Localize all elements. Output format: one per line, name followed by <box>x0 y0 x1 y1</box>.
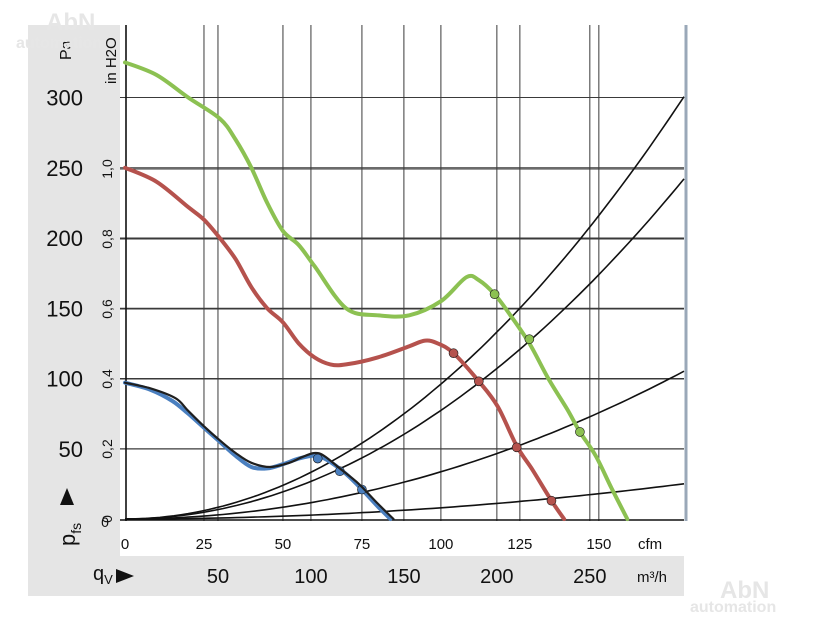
series-layer <box>123 60 630 521</box>
m3h-tick-label: 150 <box>387 566 420 588</box>
operating-point-marker <box>312 453 323 464</box>
watermark-top-left-sub: automation <box>16 35 102 52</box>
operating-point-marker <box>448 348 459 359</box>
bottom-axis-band <box>28 556 684 596</box>
pa-tick-label: 300 <box>46 86 83 111</box>
cfm-tick-label: 100 <box>428 536 453 553</box>
left-axis-band <box>28 25 120 596</box>
m3h-tick-label: 250 <box>573 566 606 588</box>
cfm-tick-label: 75 <box>354 536 371 553</box>
operating-point-marker <box>357 484 367 495</box>
pa-tick-label: 250 <box>46 156 83 181</box>
m3h-tick-label: 200 <box>480 566 513 588</box>
pa-tick-label: 150 <box>46 296 83 321</box>
inh2o-unit-label: in H2O <box>103 37 120 84</box>
operating-point-marker <box>575 427 585 437</box>
m3h-tick-label: 50 <box>207 566 229 588</box>
series-line-1 <box>123 60 630 521</box>
inh2o-tick-label: 0,6 <box>99 299 115 319</box>
pressure-symbol: pfs <box>55 523 84 546</box>
inh2o-tick-label: 1,0 <box>99 159 115 179</box>
operating-point-marker <box>524 334 535 344</box>
m3h-tick-label: 100 <box>294 566 327 588</box>
system-curves <box>124 96 685 520</box>
system-curve <box>125 483 685 520</box>
cfm-tick-label: 50 <box>275 536 292 553</box>
pa-tick-label: 50 <box>59 437 83 462</box>
pa-unit-label: Pa <box>58 40 75 60</box>
inh2o-tick-label: 0 <box>99 515 115 523</box>
system-curve <box>124 96 685 520</box>
watermark-bottom-right: AbN <box>720 577 769 604</box>
operating-point-marker <box>511 442 522 453</box>
operating-point-marker <box>489 289 500 300</box>
grid <box>120 25 684 521</box>
m3h-unit-label: m³/h <box>637 569 667 586</box>
cfm-tick-label: 125 <box>507 536 532 553</box>
pressure-symbol-sub: fs <box>68 523 84 534</box>
watermark-bottom-right-sub: automation <box>690 599 776 616</box>
cfm-tick-label: 0 <box>121 536 129 553</box>
operating-point-marker <box>546 495 557 506</box>
system-curve <box>125 370 685 520</box>
cfm-tick-label: 25 <box>196 536 213 553</box>
series-line-4 <box>123 381 395 521</box>
flow-symbol-main: q <box>93 563 104 585</box>
flow-symbol-sub: V <box>104 572 113 587</box>
pressure-symbol-main: p <box>55 534 80 546</box>
series-line-2 <box>123 165 567 521</box>
watermark-top-left: AbN <box>46 9 95 36</box>
system-curve <box>124 178 685 520</box>
flow-symbol: qV <box>93 563 113 587</box>
cfm-tick-label: 150 <box>586 536 611 553</box>
zero-tick-label: 0 <box>101 514 109 530</box>
inh2o-tick-label: 0,8 <box>99 229 115 249</box>
pa-tick-label: 100 <box>46 367 83 392</box>
pa-tick-label: 200 <box>46 226 83 251</box>
flow-arrow-icon <box>116 569 134 583</box>
inh2o-tick-label: 0,4 <box>99 369 115 389</box>
inh2o-tick-label: 0,2 <box>99 439 115 459</box>
operating-point-marker <box>474 376 484 387</box>
cfm-unit-label: cfm <box>638 536 662 553</box>
pressure-arrow-icon <box>60 488 74 505</box>
